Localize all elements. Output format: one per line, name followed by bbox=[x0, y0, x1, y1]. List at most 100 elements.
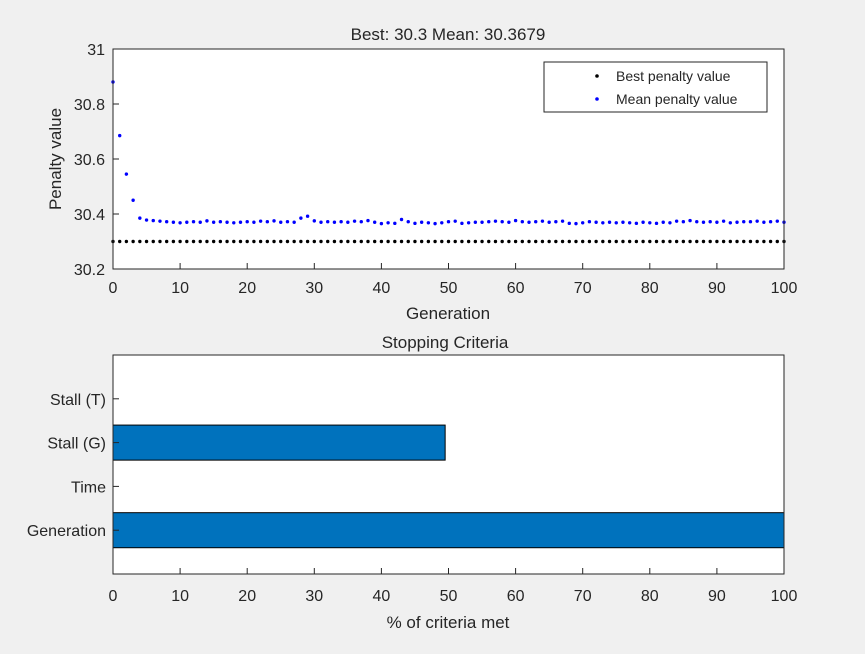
stopping-x-tick-label: 0 bbox=[109, 588, 118, 605]
best-point-35 bbox=[346, 239, 350, 244]
stopping-x-tick-label: 30 bbox=[305, 588, 323, 605]
legend-mean-marker bbox=[595, 97, 599, 101]
mean-point-95 bbox=[748, 220, 753, 224]
mean-point-35 bbox=[346, 220, 350, 224]
mean-point-65 bbox=[547, 220, 551, 224]
best-point-39 bbox=[372, 239, 377, 244]
mean-point-11 bbox=[185, 220, 189, 224]
best-point-68 bbox=[567, 239, 571, 244]
penalty-x-tick-label: 10 bbox=[171, 280, 189, 297]
best-point-87 bbox=[695, 239, 699, 244]
mean-point-68 bbox=[567, 221, 571, 226]
best-point-74 bbox=[607, 239, 612, 244]
mean-point-44 bbox=[406, 220, 410, 224]
best-point-60 bbox=[513, 239, 518, 244]
best-point-32 bbox=[326, 239, 330, 244]
stopping-x-ticks: 0 10 20 30 40 50 60 70 80 90 100 bbox=[109, 568, 797, 605]
best-point-38 bbox=[366, 239, 370, 244]
best-point-21 bbox=[252, 239, 256, 244]
best-point-59 bbox=[507, 239, 511, 244]
mean-point-6 bbox=[151, 218, 155, 223]
mean-point-45 bbox=[413, 221, 417, 226]
best-point-79 bbox=[641, 239, 645, 244]
best-point-65 bbox=[547, 239, 551, 244]
penalty-y-tick-label: 30.6 bbox=[74, 152, 105, 169]
mean-point-29 bbox=[305, 214, 310, 218]
best-point-54 bbox=[473, 239, 478, 244]
mean-point-66 bbox=[554, 220, 558, 224]
mean-point-74 bbox=[607, 220, 612, 224]
best-point-69 bbox=[574, 239, 578, 244]
mean-point-28 bbox=[299, 216, 303, 220]
best-point-15 bbox=[211, 239, 216, 244]
best-point-95 bbox=[748, 239, 753, 244]
mean-point-24 bbox=[272, 219, 276, 223]
best-point-97 bbox=[762, 239, 766, 244]
best-point-7 bbox=[158, 239, 162, 244]
stopping-x-tick-label: 10 bbox=[171, 588, 189, 605]
stopping-x-tick-label: 20 bbox=[238, 588, 256, 605]
penalty-legend[interactable]: Best penalty value Mean penalty value bbox=[543, 61, 768, 113]
best-point-76 bbox=[621, 239, 625, 244]
mean-point-60 bbox=[513, 218, 518, 223]
best-point-1 bbox=[118, 239, 122, 244]
mean-point-91 bbox=[721, 219, 726, 223]
mean-point-54 bbox=[473, 220, 478, 224]
mean-point-86 bbox=[688, 218, 692, 223]
penalty-y-tick-label: 30.4 bbox=[74, 207, 105, 224]
legend-box bbox=[543, 61, 768, 113]
mean-point-98 bbox=[768, 220, 773, 224]
best-point-31 bbox=[319, 239, 323, 244]
mean-point-23 bbox=[265, 220, 270, 224]
mean-point-39 bbox=[372, 220, 377, 224]
best-point-92 bbox=[728, 239, 733, 244]
best-point-8 bbox=[164, 239, 169, 244]
mean-point-22 bbox=[258, 219, 263, 223]
mean-point-19 bbox=[238, 220, 243, 224]
mean-point-56 bbox=[487, 220, 491, 224]
best-point-81 bbox=[654, 239, 659, 244]
best-point-57 bbox=[493, 239, 498, 244]
best-point-10 bbox=[178, 239, 182, 244]
mean-point-96 bbox=[755, 219, 759, 223]
best-point-99 bbox=[775, 239, 779, 244]
mean-point-90 bbox=[715, 220, 719, 224]
mean-point-1 bbox=[118, 133, 122, 138]
mean-point-57 bbox=[493, 219, 498, 223]
mean-point-5 bbox=[144, 218, 149, 222]
best-point-84 bbox=[674, 239, 679, 244]
stopping-x-tick-label: 60 bbox=[507, 588, 525, 605]
best-point-18 bbox=[232, 239, 236, 244]
best-point-53 bbox=[466, 239, 471, 244]
mean-point-16 bbox=[218, 220, 223, 224]
best-point-22 bbox=[258, 239, 263, 244]
best-point-80 bbox=[648, 239, 652, 244]
legend-best-label: Best penalty value bbox=[616, 68, 731, 84]
best-point-71 bbox=[587, 239, 592, 244]
mean-point-52 bbox=[460, 221, 464, 226]
best-point-46 bbox=[419, 239, 424, 244]
mean-point-75 bbox=[614, 221, 618, 225]
mean-point-61 bbox=[520, 220, 525, 224]
mean-point-46 bbox=[419, 220, 424, 224]
penalty-x-tick-label: 80 bbox=[641, 280, 659, 297]
mean-point-7 bbox=[158, 219, 162, 223]
mean-point-18 bbox=[232, 221, 236, 225]
best-point-94 bbox=[742, 239, 746, 244]
stopping-x-tick-label: 40 bbox=[373, 588, 391, 605]
mean-point-27 bbox=[292, 220, 296, 224]
stopping-x-axis-label: % of criteria met bbox=[387, 613, 510, 632]
mean-point-73 bbox=[601, 221, 605, 225]
best-point-85 bbox=[681, 239, 686, 244]
stopping-category-label: Generation bbox=[27, 523, 106, 540]
best-point-88 bbox=[701, 239, 706, 244]
mean-point-77 bbox=[627, 221, 632, 225]
mean-point-70 bbox=[581, 221, 585, 225]
mean-point-33 bbox=[332, 220, 337, 224]
best-point-30 bbox=[312, 239, 316, 244]
mean-point-71 bbox=[587, 220, 592, 224]
bar-stall-g bbox=[112, 424, 446, 461]
mean-point-81 bbox=[654, 221, 659, 226]
mean-point-89 bbox=[708, 220, 712, 224]
